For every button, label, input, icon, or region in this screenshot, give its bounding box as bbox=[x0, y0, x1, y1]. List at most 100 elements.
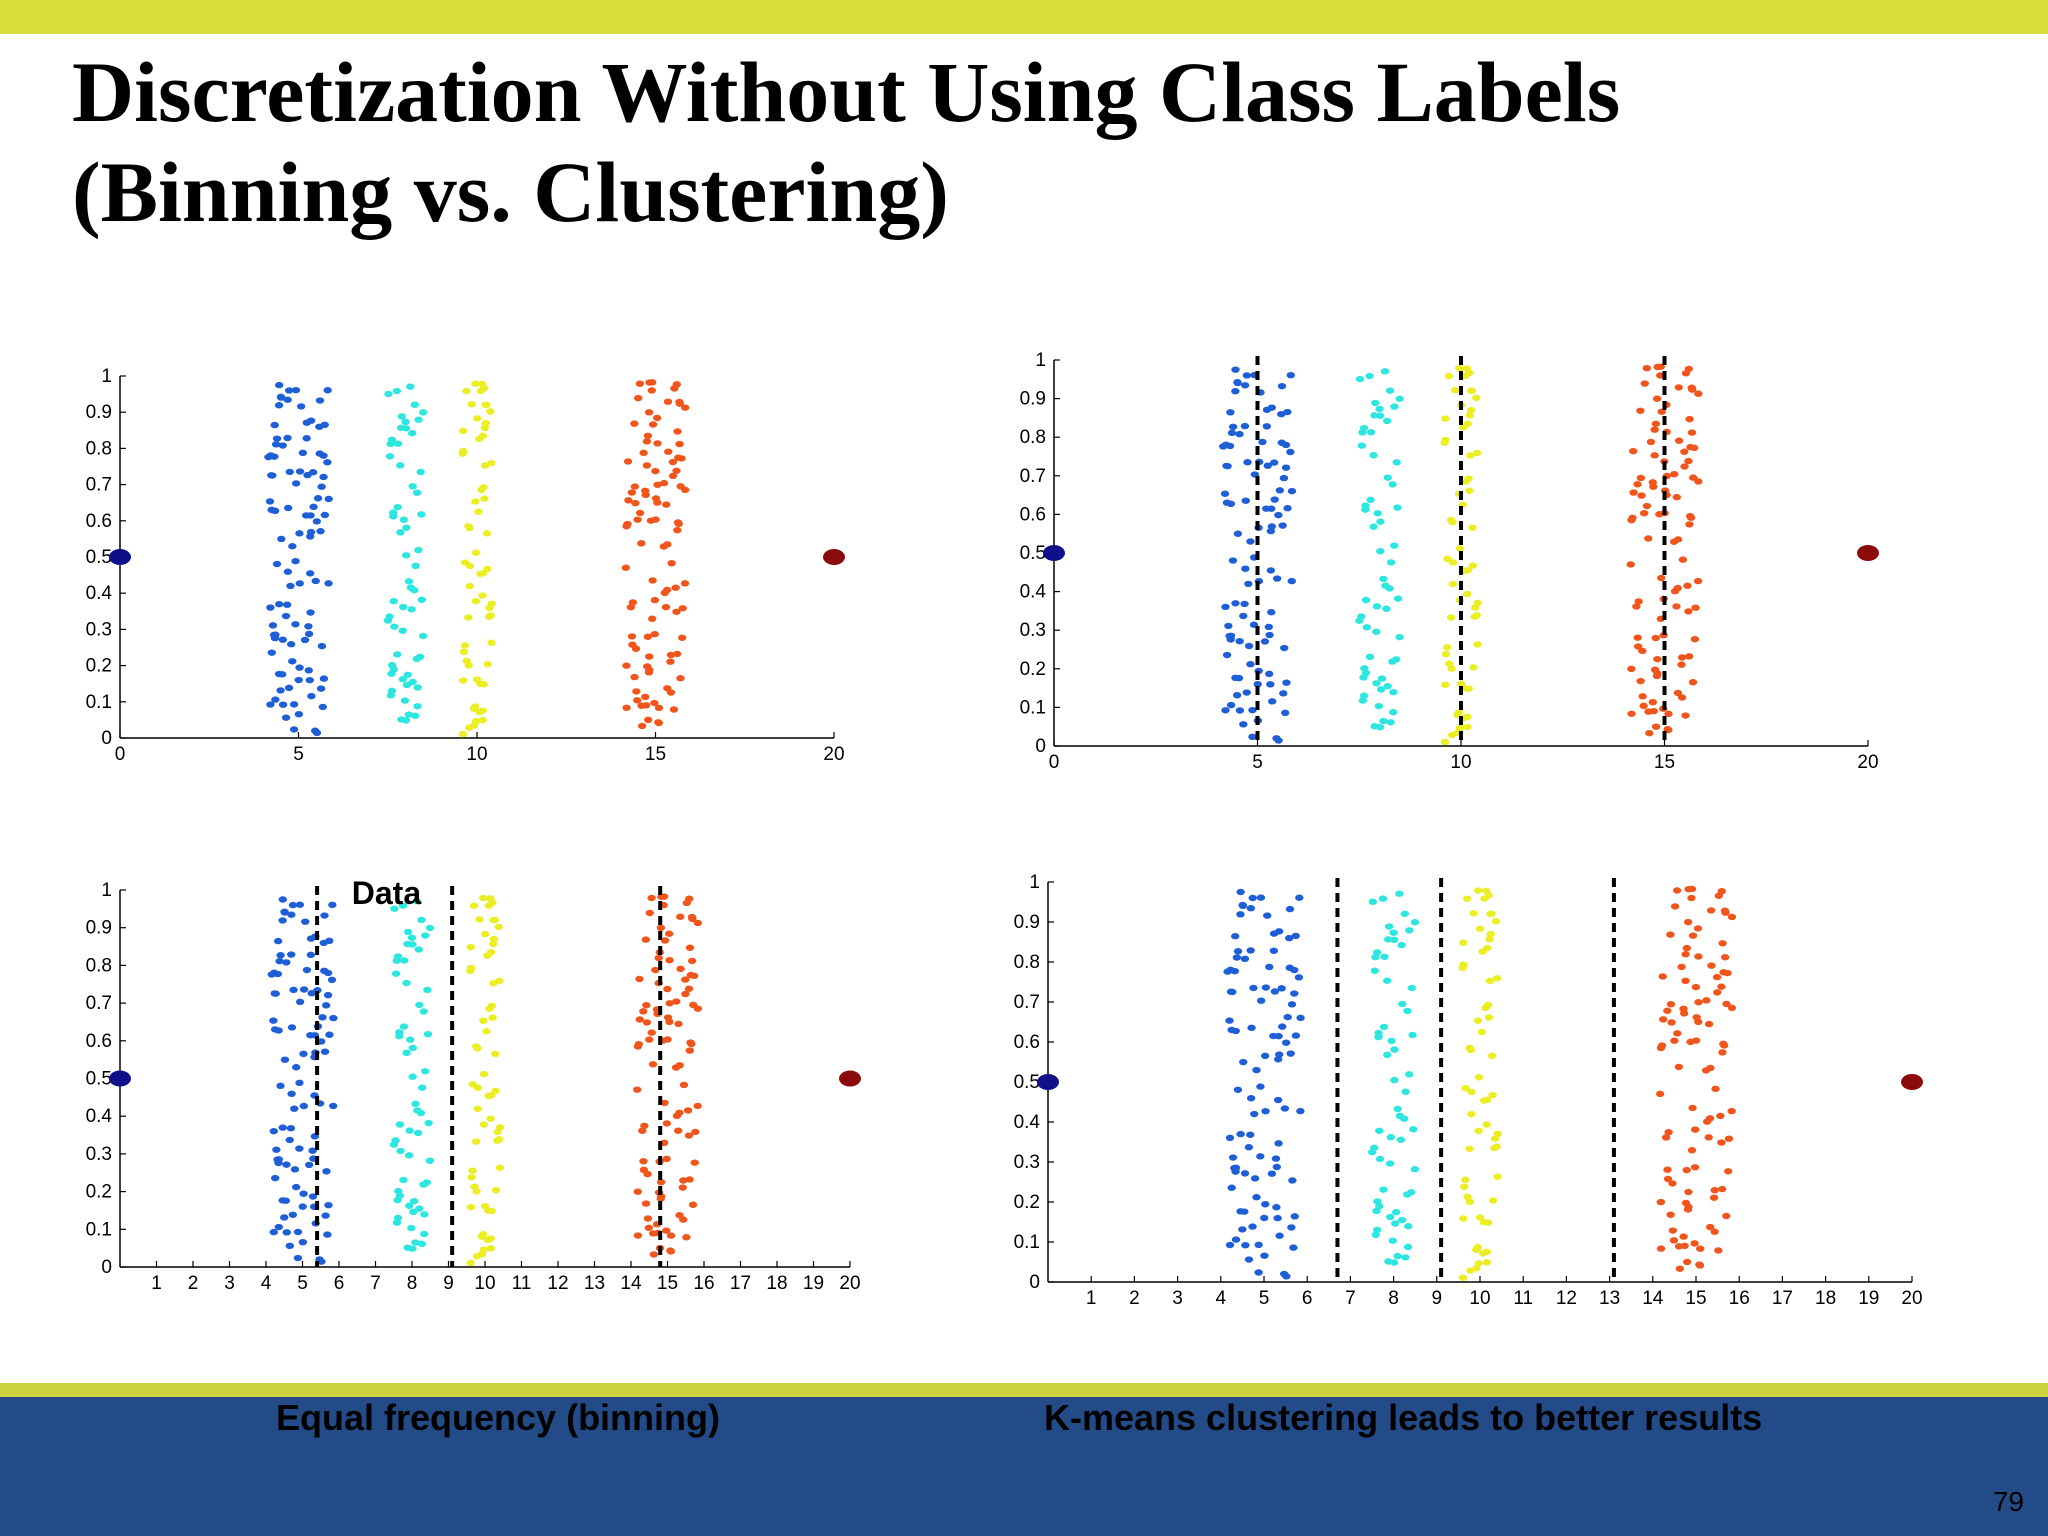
top-accent-bar bbox=[0, 0, 2048, 34]
scatter-point bbox=[284, 684, 294, 692]
scatter-point bbox=[412, 489, 422, 496]
scatter-point bbox=[1390, 1046, 1399, 1053]
scatter-point bbox=[1278, 1023, 1287, 1030]
y-tick-label: 0.1 bbox=[1014, 1232, 1040, 1253]
x-tick-label: 15 bbox=[645, 744, 666, 765]
scatter-point bbox=[408, 483, 417, 490]
scatter-point bbox=[638, 1127, 647, 1134]
scatter-point bbox=[1249, 984, 1258, 992]
scatter-point bbox=[323, 387, 332, 394]
scatter-point bbox=[642, 438, 652, 445]
scatter-point bbox=[1254, 1269, 1263, 1276]
scatter-point bbox=[1720, 954, 1730, 961]
scatter-point bbox=[280, 909, 289, 916]
scatter-point bbox=[288, 658, 297, 665]
scatter-point bbox=[624, 497, 633, 504]
scatter-point bbox=[647, 387, 656, 394]
scatter-point bbox=[1250, 1175, 1260, 1182]
scatter-point bbox=[687, 1040, 696, 1048]
scatter-point bbox=[411, 562, 420, 570]
scatter-point bbox=[391, 970, 401, 977]
scatter-point bbox=[1288, 1177, 1297, 1184]
scatter-point bbox=[1393, 504, 1402, 511]
scatter-point bbox=[1668, 1227, 1678, 1234]
scatter-point bbox=[1223, 968, 1232, 975]
scatter-point bbox=[1657, 574, 1666, 582]
scatter-point bbox=[1361, 596, 1371, 604]
y-tick-label: 0.9 bbox=[86, 402, 112, 423]
scatter-point bbox=[654, 704, 664, 712]
scatter-point bbox=[1275, 487, 1285, 494]
scatter-point bbox=[675, 398, 684, 406]
scatter-point bbox=[1477, 1028, 1486, 1036]
scatter-point bbox=[1374, 702, 1384, 710]
scatter-point bbox=[1240, 422, 1250, 430]
scatter-point bbox=[487, 1207, 497, 1215]
scatter-point bbox=[1688, 932, 1698, 939]
y-tick-label: 0.8 bbox=[1014, 952, 1040, 973]
x-tick-label: 9 bbox=[1432, 1288, 1443, 1309]
scatter-point bbox=[1233, 530, 1243, 537]
y-tick-label: 1 bbox=[1035, 350, 1046, 371]
scatter-point bbox=[1291, 1032, 1301, 1039]
scatter-point bbox=[1267, 505, 1276, 512]
scatter-point bbox=[390, 905, 399, 912]
scatter-point bbox=[1656, 372, 1665, 379]
scatter-point bbox=[1401, 1088, 1410, 1095]
scatter-point bbox=[274, 1223, 284, 1231]
scatter-point bbox=[1369, 1144, 1379, 1151]
scatter-point bbox=[1391, 1208, 1401, 1216]
scatter-point bbox=[385, 613, 394, 620]
scatter-point bbox=[1466, 387, 1476, 394]
scatter-point bbox=[486, 1115, 495, 1122]
scatter-point bbox=[669, 706, 679, 713]
scatter-point bbox=[313, 495, 323, 502]
y-tick-label: 0.5 bbox=[86, 1069, 112, 1090]
scatter-point bbox=[398, 627, 407, 634]
scatter-point bbox=[464, 522, 473, 530]
y-tick-label: 0.6 bbox=[1014, 1032, 1040, 1053]
scatter-point bbox=[494, 923, 503, 931]
scatter-point bbox=[1256, 894, 1266, 901]
scatter-point bbox=[1447, 731, 1457, 739]
scatter-point bbox=[1687, 1147, 1697, 1154]
scatter-point bbox=[289, 726, 299, 733]
scatter-point bbox=[1447, 665, 1456, 672]
scatter-point bbox=[391, 1137, 400, 1144]
x-tick-label: 7 bbox=[1345, 1288, 1356, 1309]
scatter-point bbox=[1283, 1013, 1292, 1021]
scatter-point bbox=[1493, 1173, 1502, 1180]
scatter-point bbox=[1485, 977, 1495, 985]
scatter-point bbox=[1290, 990, 1299, 997]
scatter-point bbox=[647, 1029, 656, 1036]
scatter-point bbox=[1670, 470, 1679, 478]
outlier-point bbox=[1901, 1074, 1923, 1090]
scatter-point bbox=[1677, 963, 1686, 971]
scatter-point bbox=[304, 623, 313, 630]
scatter-point bbox=[291, 1064, 301, 1071]
x-tick-label: 10 bbox=[1469, 1288, 1490, 1309]
scatter-point bbox=[1248, 894, 1257, 902]
scatter-point bbox=[1221, 707, 1230, 714]
scatter-point bbox=[294, 676, 303, 684]
scatter-point bbox=[298, 1203, 307, 1210]
scatter-point bbox=[399, 516, 409, 523]
scatter-point bbox=[1238, 902, 1248, 910]
scatter-point bbox=[650, 630, 659, 638]
scatter-point bbox=[319, 939, 328, 947]
scatter-point bbox=[1633, 634, 1642, 641]
scatter-point bbox=[679, 1177, 688, 1184]
scatter-point bbox=[1281, 464, 1291, 471]
scatter-point bbox=[1479, 1097, 1489, 1104]
scatter-point bbox=[1226, 500, 1236, 508]
scatter-point bbox=[462, 387, 471, 395]
scatter-point bbox=[1472, 449, 1482, 457]
scatter-point bbox=[1677, 661, 1686, 668]
scatter-point bbox=[295, 580, 304, 587]
scatter-point bbox=[298, 1238, 308, 1246]
scatter-point bbox=[1378, 895, 1388, 902]
scatter-point bbox=[674, 1127, 683, 1134]
scatter-point bbox=[489, 935, 499, 943]
scatter-point bbox=[1231, 387, 1240, 395]
scatter-point bbox=[1232, 954, 1242, 961]
